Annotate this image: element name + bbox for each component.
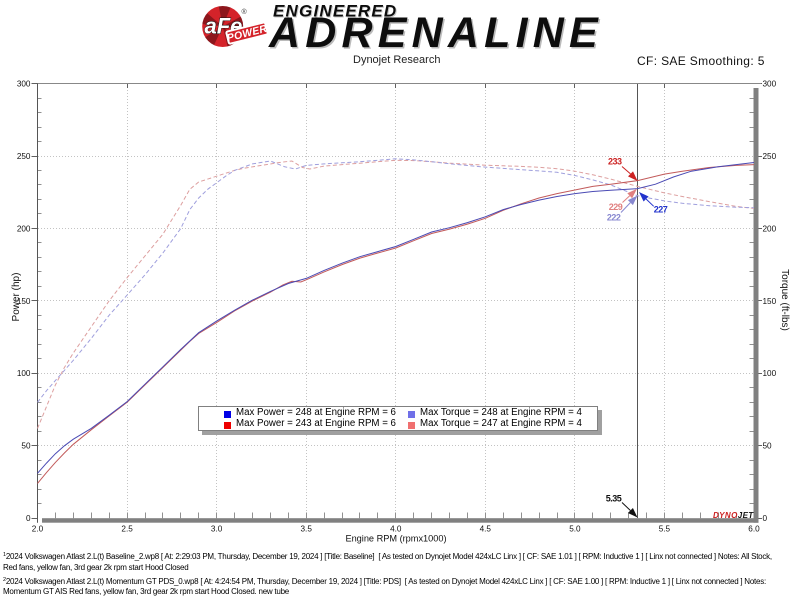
svg-text:3.0: 3.0 <box>211 524 223 533</box>
svg-text:6.0: 6.0 <box>748 524 760 533</box>
svg-text:200: 200 <box>17 224 31 233</box>
svg-text:222: 222 <box>607 213 621 223</box>
svg-text:DYNOJET: DYNOJET <box>713 511 754 520</box>
svg-text:ADRENALINE: ADRENALINE <box>270 11 605 57</box>
svg-text:250: 250 <box>763 152 777 161</box>
svg-text:300: 300 <box>17 79 31 88</box>
svg-text:4.0: 4.0 <box>390 524 402 533</box>
svg-text:50: 50 <box>763 442 773 451</box>
svg-text:300: 300 <box>763 79 777 88</box>
svg-text:ADRENALINE: ADRENALINE <box>268 9 603 56</box>
svg-text:200: 200 <box>763 224 777 233</box>
svg-text:Engine RPM (rpmx1000): Engine RPM (rpmx1000) <box>345 534 446 544</box>
svg-text:150: 150 <box>17 297 31 306</box>
svg-text:0: 0 <box>26 514 31 523</box>
svg-text:150: 150 <box>763 297 777 306</box>
svg-text:227: 227 <box>654 205 668 215</box>
svg-text:3.5: 3.5 <box>301 524 313 533</box>
svg-text:100: 100 <box>763 369 777 378</box>
svg-text:50: 50 <box>21 442 31 451</box>
svg-text:2.0: 2.0 <box>32 524 44 533</box>
svg-text:4.5: 4.5 <box>480 524 492 533</box>
svg-text:2.5: 2.5 <box>121 524 133 533</box>
svg-text:100: 100 <box>17 369 31 378</box>
svg-text:5.35: 5.35 <box>606 494 622 504</box>
svg-text:250: 250 <box>17 152 31 161</box>
svg-text:®: ® <box>242 8 248 16</box>
svg-text:229: 229 <box>609 202 623 212</box>
svg-text:5.5: 5.5 <box>659 524 671 533</box>
svg-text:ENGINEERED: ENGINEERED <box>274 3 398 22</box>
svg-text:Torque (ft-lbs): Torque (ft-lbs) <box>779 269 790 331</box>
svg-text:5.0: 5.0 <box>569 524 581 533</box>
svg-text:0: 0 <box>763 514 768 523</box>
svg-text:233: 233 <box>608 157 622 167</box>
svg-text:ENGINEERED: ENGINEERED <box>273 2 397 21</box>
svg-text:Power (hp): Power (hp) <box>11 273 22 322</box>
